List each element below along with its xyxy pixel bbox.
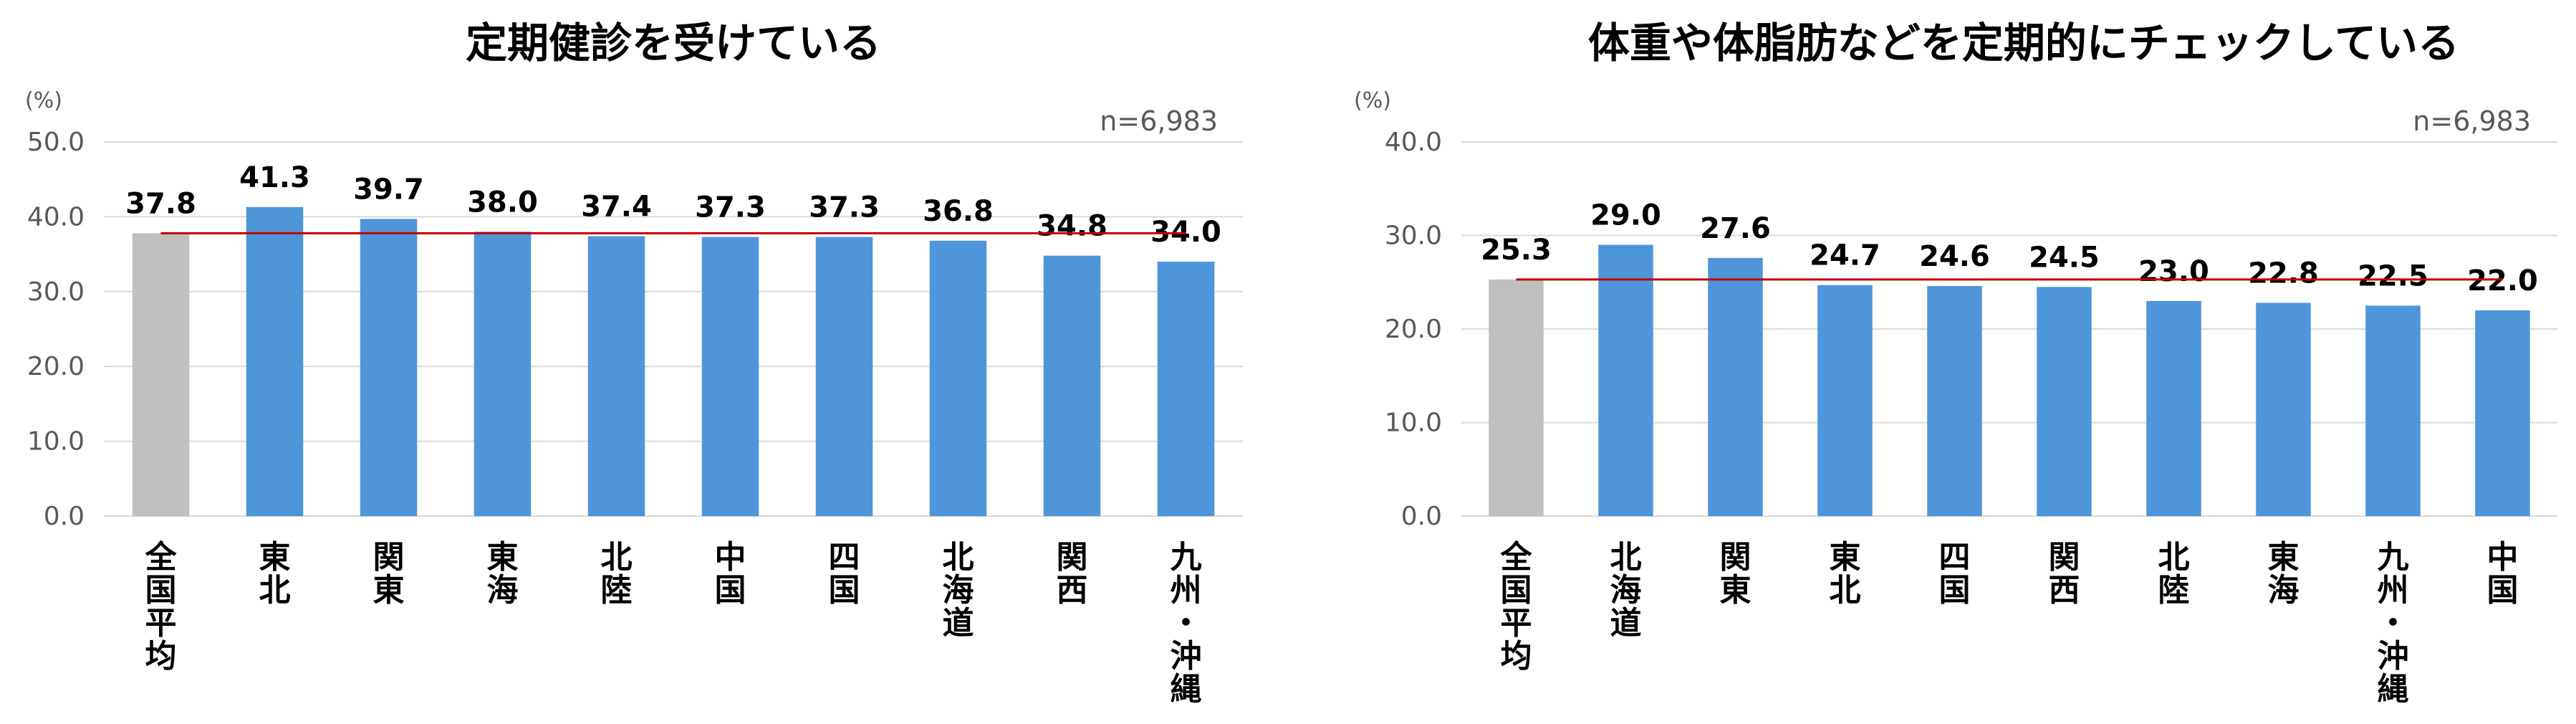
region-bar: [1708, 257, 1763, 516]
data-label: 24.5: [2029, 241, 2100, 274]
category-label: 九州・沖縄: [1171, 539, 1202, 708]
y-tick-label: 20.0: [1385, 315, 1442, 344]
region-bar: [1598, 244, 1653, 516]
region-bar: [701, 237, 759, 516]
data-label: 25.3: [1481, 234, 1552, 267]
category-label: 全国平均: [1500, 539, 1533, 675]
sample-size-note: n=6,983: [2413, 105, 2531, 137]
y-tick-label: 30.0: [1385, 222, 1442, 251]
data-label: 22.5: [2358, 259, 2428, 292]
data-label: 22.8: [2248, 257, 2319, 290]
region-bar: [2256, 303, 2311, 516]
y-tick-label: 0.0: [1401, 502, 1442, 531]
category-label: 関東: [373, 539, 405, 609]
chart-svg: 定期健診を受けている (%) n=6,983 0.0 10.0 20.0 30.0 40…: [25, 19, 1243, 708]
data-label: 24.7: [1810, 239, 1880, 272]
y-tick-label: 40.0: [1385, 128, 1442, 157]
average-bar: [132, 233, 190, 516]
y-tick-label: 40.0: [27, 202, 85, 232]
data-label: 24.6: [1919, 240, 1990, 273]
category-label: 北陸: [601, 539, 633, 609]
unit-label: (%): [1354, 88, 1391, 113]
data-label: 41.3: [239, 161, 310, 194]
category-label: 北陸: [2158, 539, 2190, 609]
data-label: 37.3: [809, 191, 880, 224]
region-bar: [929, 240, 987, 516]
region-bar: [474, 232, 532, 516]
category-label: 東北: [1830, 539, 1861, 609]
chart-title: 体重や体脂肪などを定期的にチェックしている: [1588, 19, 2459, 67]
data-label: 23.0: [2138, 255, 2209, 288]
data-label: 39.7: [353, 173, 424, 206]
data-label: 27.6: [1700, 212, 1771, 245]
data-label: 37.4: [581, 191, 652, 224]
data-label: 38.0: [467, 186, 538, 219]
category-label: 東海: [2268, 539, 2299, 609]
region-bar: [1043, 255, 1101, 516]
category-label: 東北: [259, 539, 291, 609]
category-label: 関西: [2049, 539, 2080, 609]
region-bar: [2037, 287, 2092, 516]
region-bar: [246, 206, 304, 516]
category-label: 四国: [829, 539, 860, 609]
chart-regular-checkup: 定期健診を受けている (%) n=6,983 0.0 10.0 20.0 30.0 40…: [25, 19, 1243, 708]
y-tick-label: 10.0: [27, 427, 85, 457]
region-bar: [2475, 310, 2530, 516]
sample-size-note: n=6,983: [1100, 105, 1218, 137]
region-bar: [2146, 300, 2201, 516]
region-bar: [1817, 285, 1873, 516]
data-label: 29.0: [1590, 199, 1661, 232]
category-label: 中国: [2487, 539, 2519, 609]
y-tick-label: 30.0: [27, 277, 85, 307]
data-label: 37.8: [125, 187, 196, 220]
chart-svg: 体重や体脂肪などを定期的にチェックしている (%) n=6,983 0.0 10.…: [1354, 19, 2557, 708]
region-bar: [1927, 285, 1982, 516]
category-label: 関東: [1720, 539, 1751, 609]
y-tick-label: 0.0: [44, 502, 85, 531]
data-label: 34.8: [1037, 210, 1107, 243]
data-label: 22.0: [2467, 265, 2538, 297]
y-tick-label: 50.0: [27, 128, 85, 157]
unit-label: (%): [25, 88, 62, 113]
category-label: 北海道: [943, 539, 974, 642]
plot-area: 0.0 10.0 20.0 30.0 40.0 25.3 全国平均 29.0 北海道 27.6 関東…: [1385, 128, 2557, 708]
chart-weight-check: 体重や体脂肪などを定期的にチェックしている (%) n=6,983 0.0 10.…: [1288, 0, 2576, 724]
category-label: 関西: [1057, 539, 1088, 609]
plot-area: 0.0 10.0 20.0 30.0 40.0 50.0 37.8 全国平均 41.3 東北 39.…: [27, 128, 1243, 708]
category-label: 全国平均: [145, 539, 178, 675]
region-bar: [2365, 305, 2421, 516]
average-bar: [1489, 279, 1544, 516]
category-label: 九州・沖縄: [2378, 539, 2409, 708]
y-tick-label: 20.0: [27, 352, 85, 381]
y-tick-label: 10.0: [1385, 409, 1442, 438]
region-bar: [587, 236, 645, 516]
category-label: 四国: [1939, 539, 1971, 609]
data-label: 37.3: [695, 191, 766, 224]
region-bar: [1157, 262, 1215, 516]
category-label: 東海: [487, 539, 519, 609]
chart-title: 定期健診を受けている: [466, 19, 881, 67]
region-bar: [815, 237, 873, 516]
category-label: 中国: [715, 539, 746, 609]
region-bar: [360, 219, 418, 516]
data-label: 36.8: [923, 195, 994, 228]
category-label: 北海道: [1610, 539, 1642, 642]
